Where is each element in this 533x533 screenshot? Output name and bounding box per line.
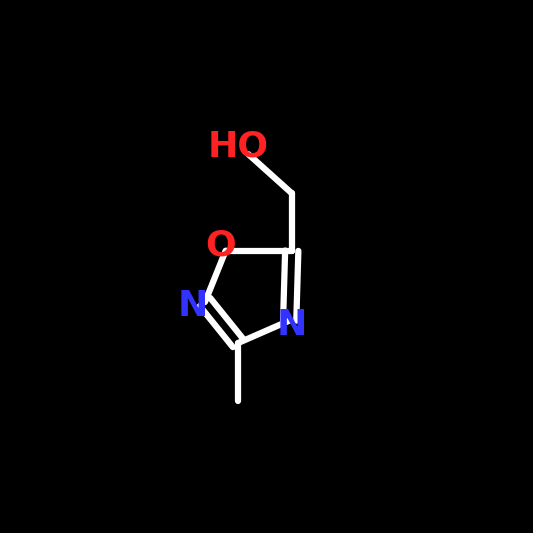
Text: N: N [177,289,208,323]
Text: O: O [205,228,236,262]
Text: N: N [277,308,307,342]
Text: HO: HO [207,129,269,163]
